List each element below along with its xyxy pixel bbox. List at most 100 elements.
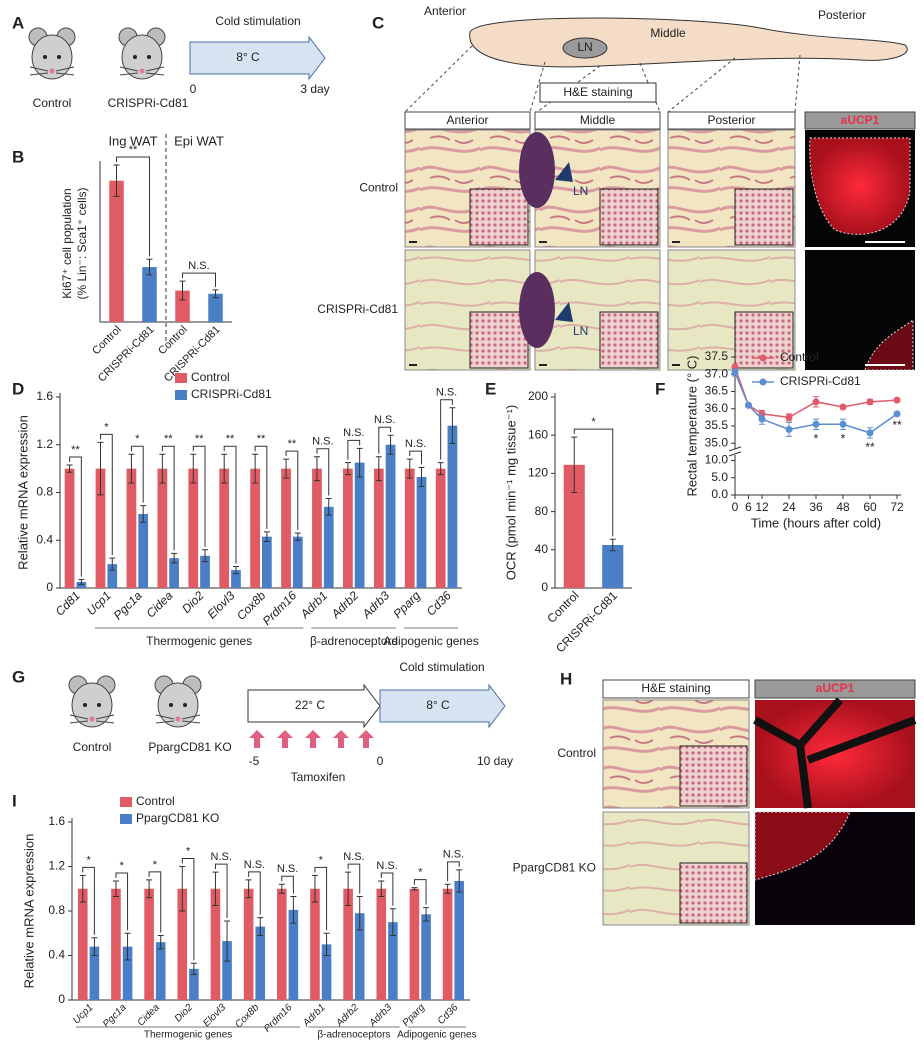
- x-tick-label: 12: [755, 500, 769, 514]
- data-point: [893, 396, 901, 404]
- axis-break: [728, 446, 742, 457]
- bar: [142, 267, 157, 322]
- significance-label: **: [865, 440, 875, 454]
- column-header: [804, 111, 916, 130]
- error-bar: [356, 896, 363, 931]
- column-header: [667, 111, 796, 130]
- mouse-body: [121, 34, 163, 80]
- x-tick-label: 6: [745, 500, 752, 514]
- bar: [76, 582, 87, 588]
- x-tick-label: 24: [782, 500, 796, 514]
- timeline-mid: 0: [377, 754, 384, 768]
- significance-bracket: [69, 456, 82, 577]
- error-bar: [78, 579, 85, 585]
- group-label: Thermogenic genes: [146, 634, 252, 648]
- significance-label: N.S.: [436, 387, 457, 399]
- significance-label: *: [186, 845, 191, 857]
- mouse-nose: [89, 716, 95, 722]
- bar: [388, 922, 398, 1000]
- error-bar: [97, 441, 104, 496]
- timeline-arrow: [379, 683, 506, 729]
- bar: [421, 914, 431, 1000]
- significance-bracket: [316, 448, 330, 496]
- bar: [354, 913, 365, 1000]
- data-point: [866, 398, 874, 406]
- data-point: [893, 410, 901, 418]
- data-point: [812, 420, 820, 428]
- bar: [64, 468, 75, 588]
- data-point: [866, 429, 874, 437]
- error-bar: [157, 934, 164, 950]
- mouse-eye: [43, 55, 47, 59]
- significance-bracket: [347, 863, 361, 894]
- region-label: Anterior: [424, 4, 466, 18]
- bar: [138, 513, 149, 588]
- error-bar: [109, 557, 116, 571]
- column-header: [602, 679, 750, 699]
- error-bar: [179, 866, 186, 912]
- column-label: Posterior: [707, 113, 755, 127]
- mouse-whiskers: [29, 66, 75, 76]
- region-label: Middle: [650, 26, 686, 40]
- legend-swatch: [175, 390, 187, 400]
- y-tick-label: 5.0: [711, 470, 728, 484]
- error-bar: [609, 538, 616, 552]
- mouse-body: [71, 682, 113, 728]
- ucp1-signal: [754, 811, 851, 881]
- error-bar: [375, 456, 382, 482]
- significance-label: N.S.: [443, 849, 464, 861]
- y-tick-label: 0.4: [36, 532, 53, 546]
- significance-label: **: [164, 433, 173, 445]
- significance-bracket: [378, 426, 392, 454]
- significance-bracket: [181, 858, 195, 961]
- significance-bracket: [100, 433, 113, 556]
- mouse-icon: [118, 27, 166, 80]
- y-tick-label: 37.5: [705, 349, 729, 363]
- mouse-whiskers: [155, 714, 201, 724]
- significance-bracket: [285, 450, 299, 531]
- bar: [89, 946, 100, 1000]
- bar: [200, 555, 210, 588]
- stain-box: [539, 82, 657, 103]
- bar: [310, 888, 320, 1000]
- guide-line: [404, 45, 473, 113]
- error-bar: [128, 453, 135, 484]
- data-point: [839, 403, 847, 411]
- error-bar: [423, 907, 430, 922]
- mouse-nose: [139, 68, 145, 74]
- bar: [231, 570, 241, 588]
- bar: [343, 888, 353, 1000]
- arrow-label: 22° C: [295, 698, 325, 712]
- bar: [175, 290, 190, 322]
- error-bar: [257, 917, 264, 936]
- legend-label: Control: [780, 350, 819, 364]
- y-tick-label: 80: [535, 504, 549, 518]
- y-axis-label: Ki67⁺ cell population: [60, 188, 74, 298]
- x-tick-label: Pgc1a: [111, 588, 145, 622]
- x-tick-label: Dio2: [173, 1002, 196, 1025]
- x-tick-label: 60: [863, 500, 877, 514]
- significance-bracket: [254, 445, 268, 529]
- bar: [95, 468, 106, 588]
- bar: [169, 558, 179, 588]
- error-bar: [171, 552, 178, 564]
- significance-bracket: [440, 399, 453, 460]
- legend-label: CRISPRi-Cd81: [780, 374, 861, 388]
- error-bar: [345, 871, 352, 906]
- inset-image: [469, 188, 529, 246]
- data-point: [839, 420, 847, 428]
- region-label: Posterior: [818, 8, 866, 22]
- y-tick-label: 0: [46, 580, 53, 594]
- data-point: [731, 369, 739, 377]
- bar: [262, 536, 272, 588]
- legend-marker: [759, 354, 767, 362]
- error-bar: [263, 531, 270, 542]
- legend-swatch: [175, 373, 187, 383]
- group-label: Epi WAT: [174, 133, 224, 148]
- error-bar: [221, 453, 228, 484]
- bar: [354, 462, 365, 588]
- error-bar: [232, 566, 239, 575]
- panel-letter: H: [560, 669, 572, 688]
- error-bar: [313, 456, 320, 482]
